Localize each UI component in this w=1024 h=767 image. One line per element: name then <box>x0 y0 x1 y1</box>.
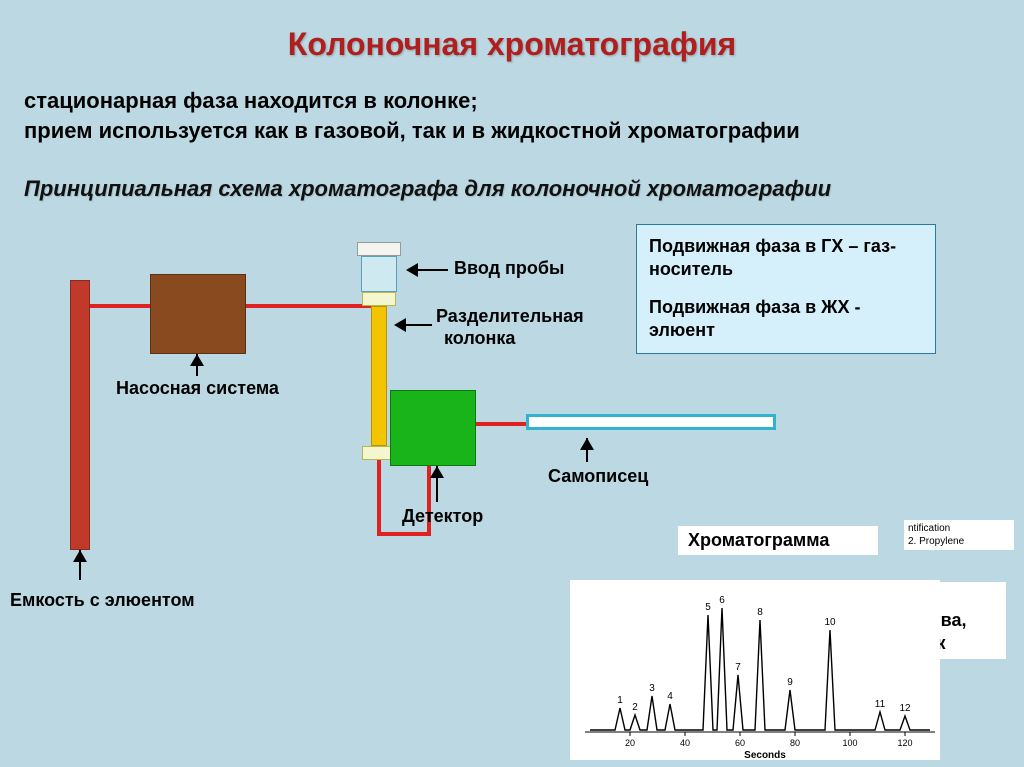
arrow-head-icon <box>406 263 418 277</box>
svg-text:60: 60 <box>735 738 745 748</box>
arrow-head-icon <box>73 550 87 562</box>
svg-text:120: 120 <box>897 738 912 748</box>
svg-text:1: 1 <box>617 695 623 706</box>
label-reservoir: Емкость с элюентом <box>10 590 195 611</box>
arrow-line <box>418 269 448 271</box>
svg-text:80: 80 <box>790 738 800 748</box>
chromatograph-diagram: Ввод пробы Разделительная колонка Насосн… <box>20 260 640 570</box>
ident-1: ntification <box>908 522 1010 535</box>
recorder-strip <box>526 414 776 430</box>
pipe <box>476 422 526 426</box>
arrow-head-icon <box>394 318 406 332</box>
arrow-line <box>406 324 432 326</box>
svg-text:12: 12 <box>899 703 911 714</box>
pipe <box>90 304 150 308</box>
detector-block <box>390 390 476 466</box>
svg-text:4: 4 <box>667 691 673 702</box>
svg-text:3: 3 <box>649 683 655 694</box>
svg-text:100: 100 <box>842 738 857 748</box>
svg-text:9: 9 <box>787 677 793 688</box>
info-gc: Подвижная фаза в ГХ – газ-носитель <box>649 235 923 282</box>
svg-text:8: 8 <box>757 607 763 618</box>
schema-subtitle: Принципиальная схема хроматографа для ко… <box>24 176 974 202</box>
pipe <box>377 460 381 536</box>
pipe <box>246 304 376 308</box>
page-title: Колоночная хроматография <box>0 26 1024 63</box>
mobile-phase-box: Подвижная фаза в ГХ – газ-носитель Подви… <box>636 224 936 354</box>
label-identification: ntification 2. Propylene <box>904 520 1014 550</box>
pump-system <box>150 274 246 354</box>
svg-text:40: 40 <box>680 738 690 748</box>
svg-text:20: 20 <box>625 738 635 748</box>
arrow-head-icon <box>430 466 444 478</box>
separation-column <box>371 306 387 446</box>
label-chromatogram: Хроматограмма <box>678 526 878 555</box>
svg-text:5: 5 <box>705 602 711 613</box>
intro-line-1: стационарная фаза находится в колонке; <box>24 86 974 116</box>
info-lc: Подвижная фаза в ЖХ - элюент <box>649 296 923 343</box>
svg-text:2: 2 <box>632 702 638 713</box>
label-column-1: Разделительная <box>436 306 584 327</box>
sample-injector <box>361 256 397 292</box>
svg-text:Seconds: Seconds <box>744 750 786 760</box>
pipe <box>377 532 427 536</box>
label-column-2: колонка <box>444 328 515 349</box>
label-detector: Детектор <box>402 506 483 527</box>
label-injector: Ввод пробы <box>454 258 564 279</box>
intro-text: стационарная фаза находится в колонке; п… <box>24 86 974 145</box>
injector-cap <box>357 242 401 256</box>
ident-2: 2. Propylene <box>908 535 1010 548</box>
chromatogram-plot: 12345678910111220406080100120Seconds <box>570 580 940 760</box>
intro-line-2: прием используется как в газовой, так и … <box>24 116 974 146</box>
svg-text:10: 10 <box>824 617 836 628</box>
column-top-fitting <box>362 292 396 306</box>
svg-text:7: 7 <box>735 662 741 673</box>
arrow-head-icon <box>190 354 204 366</box>
arrow-head-icon <box>580 438 594 450</box>
svg-text:11: 11 <box>875 699 886 710</box>
eluent-reservoir <box>70 280 90 550</box>
label-pump: Насосная система <box>116 378 279 399</box>
svg-text:6: 6 <box>719 595 725 606</box>
label-recorder: Самописец <box>548 466 648 487</box>
